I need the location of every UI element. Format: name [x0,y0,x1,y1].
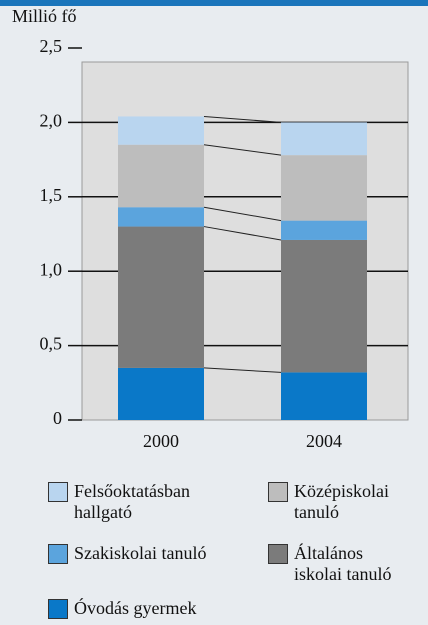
bar-segment [281,155,367,221]
legend-item: Középiskolai tanuló [268,481,412,523]
bar-segment [118,367,204,420]
y-tick-label: 1,0 [40,259,63,279]
y-axis-label: Millió fő [12,6,77,26]
bar-segment [281,372,367,420]
legend-swatch [268,482,288,502]
legend-item: Felsőoktatásban hallgató [48,481,234,523]
legend-item: Óvodás gyermek [48,598,254,619]
connector-line [203,144,282,156]
bar-segment [118,144,204,208]
connector-line [203,367,282,373]
y-tick-label: 1,5 [40,185,63,205]
x-tick-label: 2000 [143,431,179,451]
bar-segment [118,207,204,227]
legend-item: Általános iskolai tanuló [268,543,412,585]
top-bar [0,0,428,6]
legend-swatch [268,544,288,564]
bar-segment [118,116,204,145]
connector-line [203,115,282,123]
legend-label: Középiskolai tanuló [294,481,389,522]
y-tick-label: 2,5 [40,36,63,56]
legend-swatch [48,599,68,619]
bar-segment [281,239,367,373]
legend-item: Szakiskolai tanuló [48,543,254,564]
y-tick-label: 0 [53,408,62,428]
bar-segment [281,220,367,240]
bar-segment [281,122,367,156]
legend-swatch [48,482,68,502]
bar-segment [118,226,204,368]
connector-line [203,206,282,222]
chart: Millió fő 0 0,5 1,0 1,5 2,0 2,5 2000 2004 [12,6,409,451]
legend-label: Óvodás gyermek [74,598,197,618]
x-tick-label: 2004 [306,431,342,451]
legend-label: Felsőoktatásban hallgató [74,481,190,522]
legend-swatch [48,544,68,564]
connector-line [203,226,282,241]
y-tick-label: 0,5 [40,334,63,354]
legend-label: Szakiskolai tanuló [74,543,207,563]
y-tick-label: 2,0 [40,111,63,131]
legend-label: Általános iskolai tanuló [294,543,392,584]
